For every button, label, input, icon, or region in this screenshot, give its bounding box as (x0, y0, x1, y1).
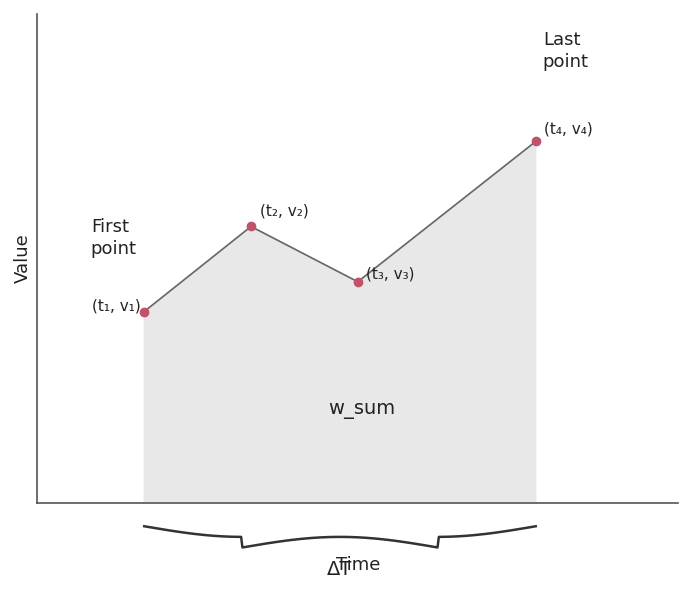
Text: (t₃, v₃): (t₃, v₃) (366, 267, 415, 282)
Text: ΔT: ΔT (327, 560, 353, 579)
Text: (t₁, v₁): (t₁, v₁) (92, 299, 140, 314)
Text: (t₄, v₄): (t₄, v₄) (545, 121, 593, 136)
Text: Last
point: Last point (543, 31, 589, 71)
Text: First
point: First point (91, 218, 137, 258)
Y-axis label: Value: Value (14, 233, 32, 283)
Polygon shape (144, 141, 536, 503)
Text: w_sum: w_sum (328, 400, 395, 419)
Text: (t₂, v₂): (t₂, v₂) (260, 204, 309, 219)
X-axis label: Time: Time (336, 555, 380, 574)
